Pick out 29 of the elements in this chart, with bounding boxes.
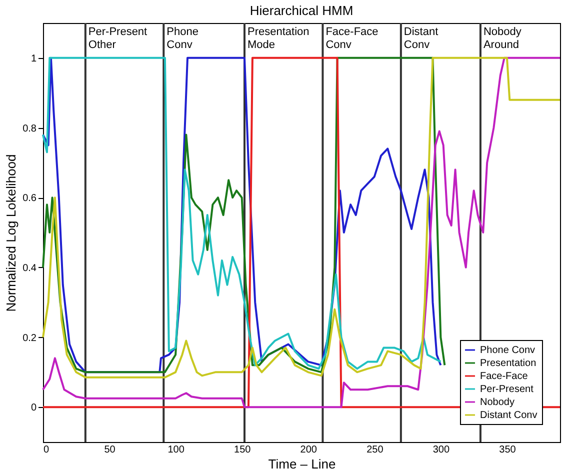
x-axis-title: Time – Line bbox=[268, 456, 336, 472]
legend-label: Phone Conv bbox=[480, 345, 536, 356]
legend-label: Per-Present bbox=[480, 384, 534, 395]
y-tick-label: 0.2 bbox=[22, 332, 37, 344]
legend-label: Distant Conv bbox=[480, 410, 538, 421]
x-tick-label: 100 bbox=[168, 444, 185, 456]
y-tick-label: 0.8 bbox=[22, 123, 37, 134]
y-tick-label: 0.4 bbox=[22, 262, 37, 274]
legend-label: Face-Face bbox=[480, 371, 528, 382]
x-tick-label: 350 bbox=[499, 444, 516, 456]
x-tick-label: 300 bbox=[432, 444, 450, 456]
ref-line-label: Nobody Around bbox=[483, 26, 522, 51]
legend-label: Nobody bbox=[480, 397, 514, 408]
ref-line-label: Distant Conv bbox=[404, 26, 438, 51]
x-tick-label: 0 bbox=[44, 444, 50, 456]
legend-label: Presentation bbox=[480, 358, 536, 369]
y-axis-title: Normalized Log Lokelihood bbox=[4, 154, 19, 312]
x-tick-label: 200 bbox=[300, 444, 318, 456]
y-tick-label: 0 bbox=[30, 402, 37, 414]
ref-line-label: Face-Face Conv bbox=[326, 26, 378, 51]
ref-line-label: Phone Conv bbox=[166, 26, 198, 51]
ref-line-label: Presentation Mode bbox=[247, 26, 310, 51]
x-tick-label: 150 bbox=[234, 444, 252, 456]
chart-title: Hierarchical HMM bbox=[250, 3, 354, 18]
ref-line-label: Per-Present Other bbox=[88, 26, 148, 51]
x-tick-label: 50 bbox=[104, 444, 116, 456]
y-tick-label: 1 bbox=[30, 53, 37, 64]
y-tick-label: 0.6 bbox=[22, 193, 37, 204]
x-tick-label: 250 bbox=[366, 444, 384, 456]
